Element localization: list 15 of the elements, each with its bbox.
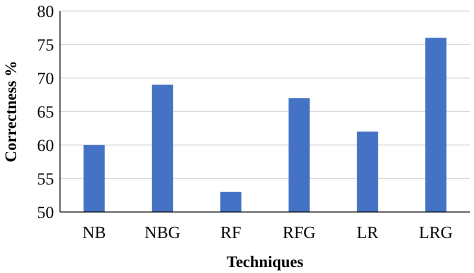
y-axis-title: Correctness % [3, 60, 20, 162]
x-tick-label: RFG [282, 223, 316, 242]
y-tick-label: 55 [37, 169, 54, 188]
y-tick-label: 70 [37, 68, 54, 88]
x-tick-label: LR [356, 223, 380, 242]
y-tick-label: 65 [37, 102, 54, 122]
y-tick-label: 60 [37, 136, 54, 155]
y-tick-label: 80 [37, 2, 54, 21]
x-tick-label: NB [82, 223, 106, 242]
y-tick-label: 75 [37, 35, 54, 54]
x-tick-label: LRG [418, 223, 453, 242]
x-tick-label: NBG [144, 223, 180, 242]
x-axis-title: Techniques [226, 254, 304, 271]
y-tick-label: 50 [37, 202, 54, 222]
x-tick-label: RF [220, 223, 242, 242]
